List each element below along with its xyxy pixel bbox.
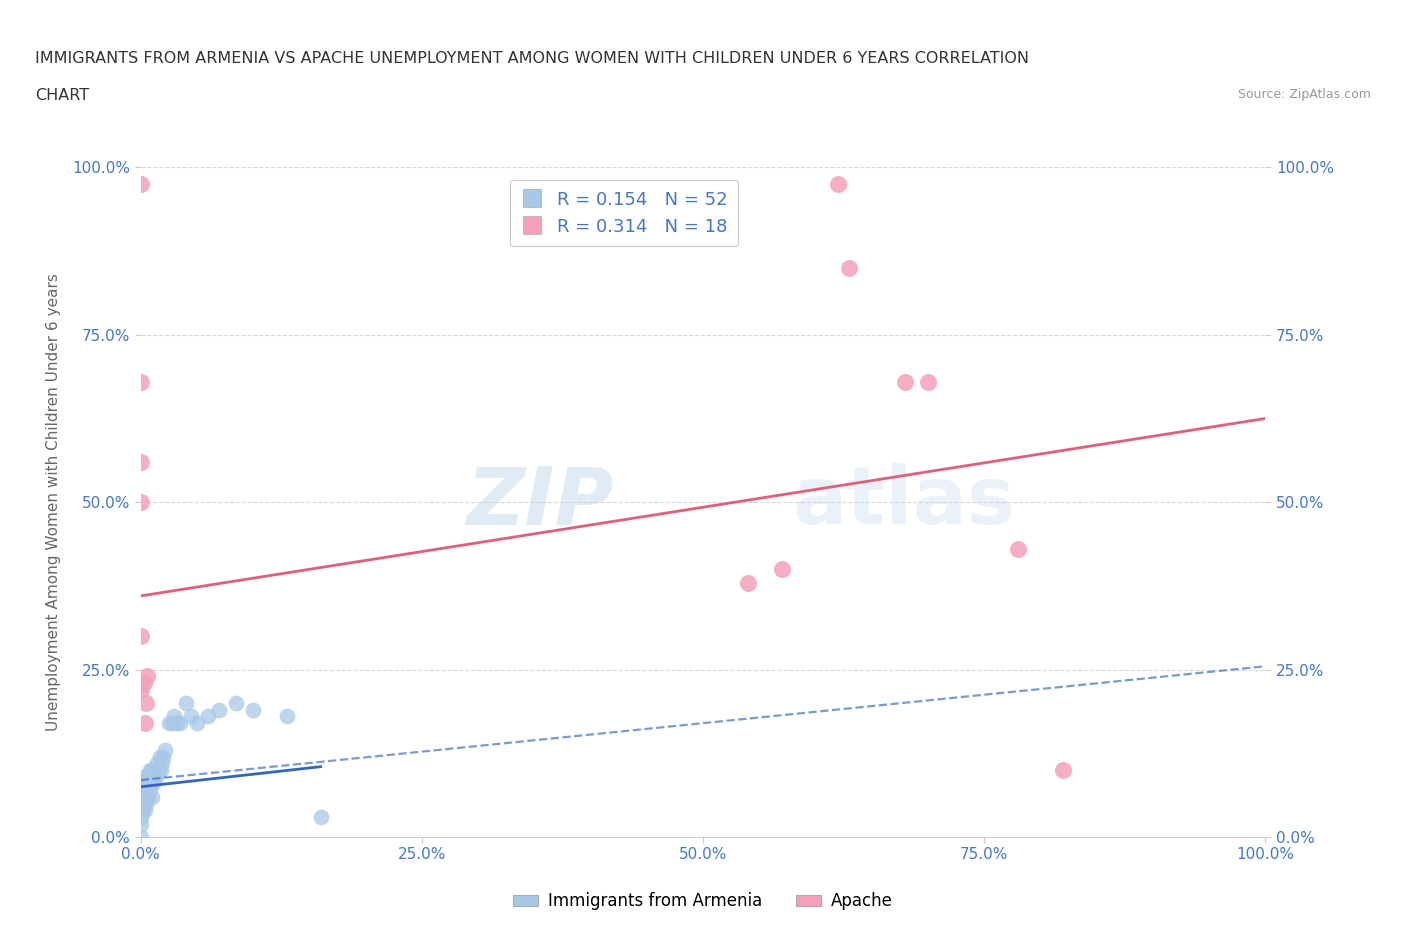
Point	[149, 763, 172, 777]
Point	[149, 750, 172, 764]
Point	[141, 790, 163, 804]
Point	[139, 776, 162, 790]
Point	[1052, 763, 1074, 777]
Point	[135, 769, 157, 784]
Y-axis label: Unemployment Among Women with Children Under 6 years: Unemployment Among Women with Children U…	[46, 273, 60, 731]
Point	[138, 790, 160, 804]
Legend: R = 0.154   N = 52, R = 0.314   N = 18: R = 0.154 N = 52, R = 0.314 N = 18	[510, 179, 738, 246]
Point	[132, 803, 155, 817]
Point	[737, 575, 759, 590]
Point	[163, 709, 186, 724]
Text: atlas: atlas	[793, 463, 1017, 541]
Point	[141, 763, 163, 777]
Point	[135, 796, 157, 811]
Point	[150, 756, 173, 771]
Point	[136, 776, 159, 790]
Point	[169, 716, 191, 731]
Point	[180, 709, 202, 724]
Point	[129, 495, 152, 510]
Point	[129, 809, 152, 824]
Point	[129, 803, 152, 817]
Point	[155, 742, 177, 757]
Text: Source: ZipAtlas.com: Source: ZipAtlas.com	[1237, 88, 1371, 101]
Point	[142, 776, 165, 790]
Point	[136, 790, 159, 804]
Point	[143, 763, 166, 777]
Point	[186, 716, 208, 731]
Text: ZIP: ZIP	[465, 463, 613, 541]
Point	[129, 830, 152, 844]
Point	[134, 803, 156, 817]
Point	[225, 696, 247, 711]
Point	[827, 177, 849, 192]
Point	[838, 260, 860, 275]
Point	[146, 756, 169, 771]
Legend: Immigrants from Armenia, Apache: Immigrants from Armenia, Apache	[506, 885, 900, 917]
Point	[129, 783, 152, 798]
Point	[148, 763, 170, 777]
Point	[129, 790, 152, 804]
Point	[157, 716, 180, 731]
Point	[309, 809, 332, 824]
Point	[129, 629, 152, 644]
Point	[134, 783, 156, 798]
Point	[129, 776, 152, 790]
Point	[136, 669, 159, 684]
Point	[770, 562, 793, 577]
Point	[138, 769, 160, 784]
Point	[145, 769, 167, 784]
Point	[138, 783, 160, 798]
Point	[129, 177, 152, 192]
Point	[276, 709, 298, 724]
Point	[174, 696, 197, 711]
Point	[242, 702, 264, 717]
Point	[152, 750, 174, 764]
Point	[129, 796, 152, 811]
Point	[138, 763, 160, 777]
Point	[208, 702, 231, 717]
Point	[129, 683, 152, 698]
Point	[134, 716, 156, 731]
Point	[894, 374, 917, 389]
Point	[160, 716, 183, 731]
Point	[166, 716, 188, 731]
Point	[143, 769, 166, 784]
Point	[129, 769, 152, 784]
Point	[129, 455, 152, 470]
Point	[132, 796, 155, 811]
Point	[132, 790, 155, 804]
Point	[197, 709, 219, 724]
Point	[129, 817, 152, 831]
Point	[1007, 541, 1029, 556]
Point	[135, 696, 157, 711]
Text: CHART: CHART	[35, 88, 89, 103]
Point	[917, 374, 939, 389]
Text: IMMIGRANTS FROM ARMENIA VS APACHE UNEMPLOYMENT AMONG WOMEN WITH CHILDREN UNDER 6: IMMIGRANTS FROM ARMENIA VS APACHE UNEMPL…	[35, 51, 1029, 66]
Point	[132, 675, 155, 690]
Point	[132, 776, 155, 790]
Point	[129, 796, 152, 811]
Point	[129, 374, 152, 389]
